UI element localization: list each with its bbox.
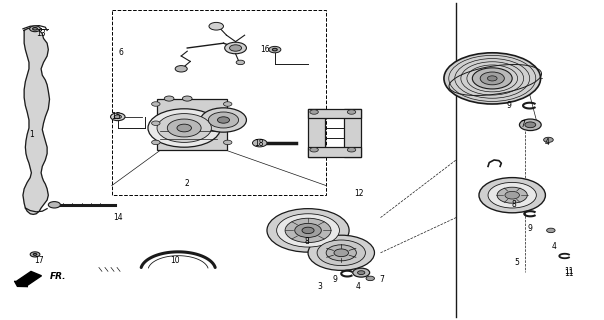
Circle shape	[285, 218, 331, 243]
Circle shape	[334, 249, 349, 257]
Circle shape	[547, 228, 555, 233]
Circle shape	[472, 68, 512, 89]
Text: 10: 10	[170, 256, 180, 265]
Circle shape	[152, 140, 160, 145]
Circle shape	[295, 223, 321, 237]
Text: 1: 1	[30, 130, 34, 139]
Circle shape	[310, 148, 318, 152]
Text: 18: 18	[254, 140, 263, 148]
Circle shape	[347, 110, 356, 114]
Circle shape	[157, 114, 211, 142]
Circle shape	[497, 187, 527, 203]
Circle shape	[175, 66, 187, 72]
Circle shape	[114, 115, 121, 119]
Circle shape	[272, 48, 277, 51]
Circle shape	[182, 96, 192, 101]
Text: 15: 15	[111, 112, 121, 121]
Circle shape	[167, 119, 201, 137]
Text: 13: 13	[36, 29, 46, 38]
Text: 14: 14	[113, 213, 123, 222]
Circle shape	[230, 45, 242, 51]
Circle shape	[209, 22, 223, 30]
Text: 3: 3	[318, 282, 323, 291]
Circle shape	[488, 182, 536, 208]
Text: 9: 9	[527, 224, 532, 233]
Circle shape	[277, 214, 339, 247]
Text: 4: 4	[544, 138, 549, 147]
Text: 16: 16	[260, 45, 269, 54]
Text: 9: 9	[506, 101, 511, 110]
Circle shape	[525, 122, 536, 128]
Circle shape	[326, 245, 356, 261]
Circle shape	[164, 96, 174, 101]
Text: 11: 11	[564, 268, 574, 276]
Text: 7: 7	[379, 276, 384, 284]
Text: 6: 6	[118, 48, 123, 57]
Circle shape	[177, 124, 191, 132]
Circle shape	[480, 72, 504, 85]
Text: 4: 4	[355, 282, 360, 291]
Text: FR.: FR.	[50, 272, 66, 281]
Circle shape	[225, 42, 246, 54]
Text: 7: 7	[521, 120, 525, 129]
Circle shape	[267, 209, 349, 252]
Text: 2: 2	[185, 180, 190, 188]
Circle shape	[479, 178, 545, 213]
Circle shape	[487, 76, 497, 81]
Circle shape	[358, 271, 365, 275]
Circle shape	[519, 119, 541, 131]
Circle shape	[33, 28, 37, 30]
Text: 4: 4	[552, 242, 557, 251]
Bar	[308, 109, 325, 157]
Text: 8: 8	[304, 237, 309, 246]
Circle shape	[48, 202, 60, 208]
Circle shape	[208, 112, 239, 128]
Circle shape	[310, 110, 318, 114]
Circle shape	[505, 191, 519, 199]
Text: 9: 9	[332, 276, 337, 284]
Circle shape	[366, 276, 374, 281]
FancyArrow shape	[14, 271, 42, 287]
Polygon shape	[23, 27, 50, 214]
Circle shape	[111, 113, 125, 121]
Text: 17: 17	[34, 256, 44, 265]
Circle shape	[269, 46, 281, 53]
Circle shape	[152, 121, 160, 125]
Bar	[344, 109, 361, 157]
Text: 12: 12	[355, 189, 364, 198]
Bar	[308, 109, 361, 118]
Circle shape	[30, 26, 40, 32]
Bar	[112, 10, 326, 195]
Circle shape	[223, 140, 232, 145]
Circle shape	[152, 102, 160, 106]
Text: 8: 8	[511, 200, 516, 209]
Circle shape	[252, 139, 267, 147]
Circle shape	[33, 253, 37, 255]
Circle shape	[317, 240, 365, 266]
Circle shape	[444, 53, 541, 104]
Circle shape	[308, 235, 374, 270]
Circle shape	[223, 102, 232, 106]
Circle shape	[236, 60, 245, 65]
Circle shape	[30, 252, 40, 257]
Circle shape	[302, 227, 314, 234]
Text: 11: 11	[564, 269, 574, 278]
Circle shape	[148, 109, 220, 147]
Circle shape	[544, 137, 553, 142]
Circle shape	[353, 268, 370, 277]
Circle shape	[347, 148, 356, 152]
Text: 5: 5	[514, 258, 519, 267]
Bar	[308, 147, 361, 157]
Circle shape	[201, 108, 246, 132]
Circle shape	[217, 117, 230, 123]
Bar	[157, 99, 226, 150]
